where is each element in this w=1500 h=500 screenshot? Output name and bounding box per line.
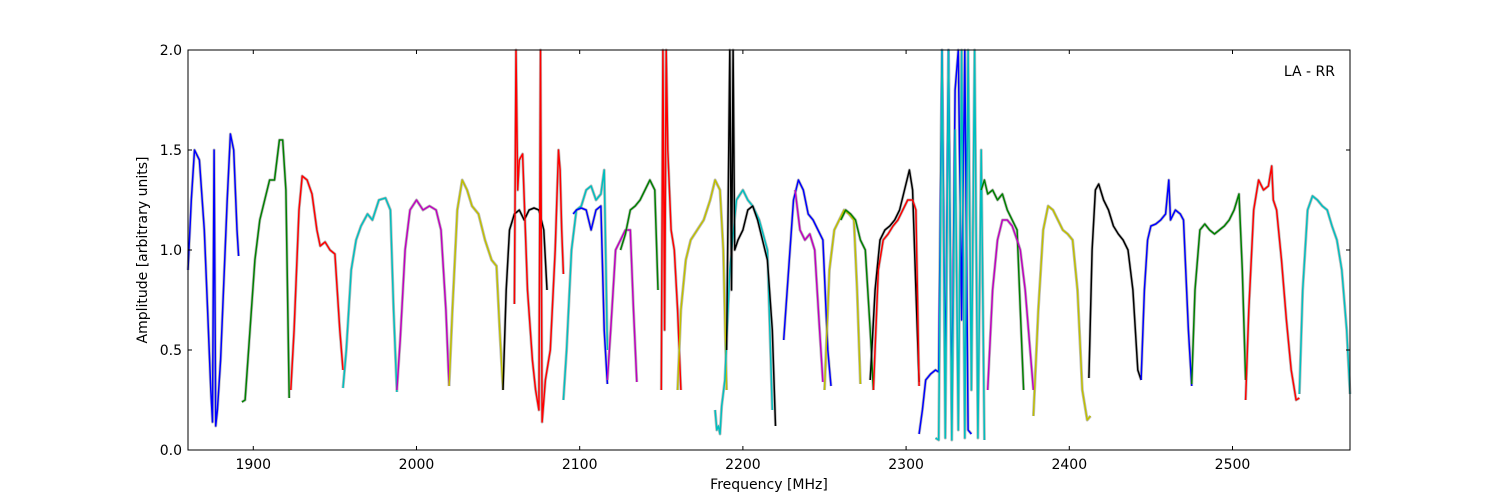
series-line-11	[606, 229, 638, 383]
series-line-31	[1244, 165, 1300, 401]
panel-annotation: LA - RR	[1284, 64, 1335, 80]
series-line-2	[241, 139, 290, 403]
series-line-18	[794, 189, 824, 383]
x-tick-label: 2200	[725, 457, 761, 473]
x-tick-label: 2300	[888, 457, 924, 473]
y-tick-label: 1.0	[160, 243, 182, 259]
series-line-32	[1298, 195, 1351, 395]
series-line-14	[676, 179, 728, 391]
series-line-24	[935, 49, 986, 441]
x-tick-label: 2400	[1051, 457, 1087, 473]
x-tick-label: 1900	[235, 457, 271, 473]
series-line-4	[342, 197, 398, 393]
series-layer	[187, 49, 1351, 441]
y-tick-label: 1.5	[160, 143, 182, 159]
series-line-27	[1032, 205, 1092, 421]
series-line-5	[396, 199, 450, 391]
series-line-29	[1140, 179, 1193, 387]
series-line-12	[619, 179, 659, 291]
x-tick-label: 2500	[1215, 457, 1251, 473]
series-line-22	[872, 199, 920, 391]
series-line-30	[1190, 193, 1247, 385]
x-axis-ticks: 1900 2000 2100 2200 2300 2400 2500	[235, 50, 1250, 473]
series-line-20	[840, 209, 875, 391]
series-line-3	[290, 175, 344, 391]
series-line-16	[725, 49, 777, 427]
series-line-1	[187, 133, 240, 427]
series-line-19	[823, 209, 862, 391]
series-line-25	[980, 179, 1025, 391]
plot-area	[188, 50, 1350, 450]
x-tick-label: 2000	[399, 457, 435, 473]
series-line-9	[562, 169, 609, 401]
series-line-10	[572, 205, 609, 385]
y-tick-label: 0.0	[160, 443, 182, 459]
y-axis-label: Amplitude [arbitrary units]	[135, 157, 151, 344]
series-line-8	[513, 49, 565, 423]
series-line-21	[869, 169, 920, 383]
series-line-26	[986, 219, 1035, 391]
series-line-13	[660, 49, 682, 391]
x-tick-label: 2100	[562, 457, 598, 473]
series-line-15	[714, 189, 774, 435]
series-line-17	[782, 179, 832, 387]
x-axis-label: Frequency [MHz]	[710, 477, 828, 493]
y-tick-label: 2.0	[160, 43, 182, 59]
series-line-28	[1088, 183, 1142, 381]
y-axis-ticks: 0.0 0.5 1.0 1.5 2.0	[160, 43, 1350, 459]
series-line-6	[448, 179, 504, 391]
y-tick-label: 0.5	[160, 343, 182, 359]
